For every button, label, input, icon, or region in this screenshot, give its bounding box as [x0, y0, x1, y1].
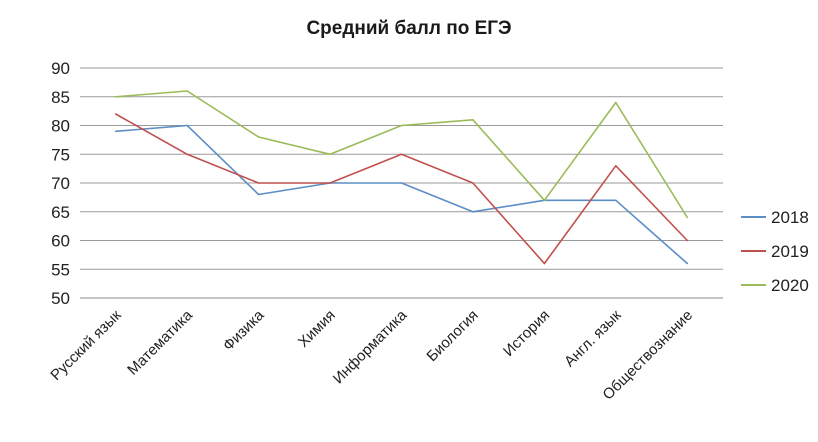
data-point: [186, 124, 188, 127]
y-tick-label: 65: [51, 203, 70, 222]
y-tick-label: 60: [51, 232, 70, 251]
x-tick-label: Англ. язык: [561, 307, 625, 371]
y-tick-label: 50: [51, 289, 70, 308]
legend-label: 2020: [771, 276, 809, 295]
data-point: [543, 262, 546, 265]
data-point: [257, 182, 260, 184]
data-point: [543, 199, 546, 202]
data-point: [114, 95, 117, 98]
data-point: [400, 153, 403, 156]
data-point: [114, 130, 117, 133]
x-tick-label: Математика: [124, 306, 196, 378]
data-point: [186, 90, 188, 92]
data-point: [400, 124, 403, 127]
data-point: [686, 216, 689, 219]
y-tick-label: 85: [51, 88, 70, 107]
y-axis-tick-labels: 50 55 60 65 70 75 80 85 90: [51, 59, 70, 308]
data-point: [186, 153, 188, 156]
y-tick-label: 90: [51, 59, 70, 78]
data-point: [615, 164, 617, 167]
chart-title: Средний балл по ЕГЭ: [306, 18, 512, 39]
data-point: [686, 239, 689, 242]
data-point: [114, 113, 117, 115]
y-tick-label: 80: [51, 117, 70, 136]
data-point: [472, 210, 474, 213]
x-tick-label: Биология: [423, 307, 481, 365]
legend: 2018 2019 2020: [741, 208, 809, 295]
data-point: [329, 153, 331, 156]
data-point: [615, 101, 617, 104]
x-tick-label: Русский язык: [47, 307, 125, 385]
series-lines: [114, 90, 689, 265]
x-tick-label: История: [500, 307, 553, 360]
data-point: [472, 182, 474, 184]
data-point: [400, 182, 403, 184]
x-tick-label: Информатика: [330, 306, 411, 387]
y-tick-label: 55: [51, 260, 70, 279]
data-point: [329, 182, 331, 184]
y-tick-label: 70: [51, 174, 70, 193]
y-tick-label: 75: [51, 145, 70, 164]
x-axis-tick-labels: Русский язык Математика Физика ХимияИнформа…: [47, 306, 696, 403]
data-point: [257, 193, 260, 196]
legend-label: 2018: [771, 208, 809, 227]
x-tick-label: Физика: [220, 306, 268, 354]
series-line-2018: [115, 124, 688, 265]
x-tick-label: Химия: [295, 307, 339, 351]
legend-label: 2019: [771, 242, 809, 261]
data-point: [472, 118, 474, 121]
data-point: [615, 199, 617, 202]
series-line-2019: [115, 113, 688, 265]
data-point: [686, 262, 689, 265]
data-point: [257, 136, 260, 138]
